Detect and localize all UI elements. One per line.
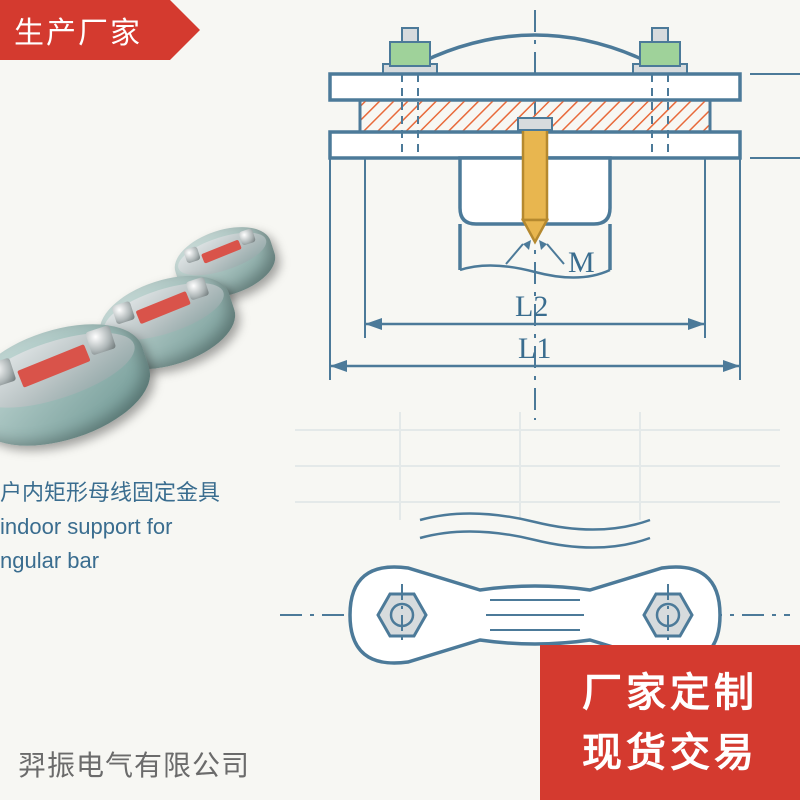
promo-block: 厂家定制 现货交易	[540, 645, 800, 800]
dimension-M: M	[506, 240, 595, 279]
product-photo	[0, 220, 255, 480]
company-name: 羿振电气有限公司	[18, 750, 250, 781]
top-bolt-right	[633, 28, 687, 74]
top-bolt-left	[383, 28, 437, 74]
drawing-front-view: M L2 L1	[330, 10, 800, 420]
label-M: M	[568, 246, 595, 279]
label-L1: L1	[518, 332, 551, 365]
company-watermark: 羿振电气有限公司	[18, 744, 250, 784]
product-caption: 户内矩形母线固定金具 indoor support for ngular bar	[0, 476, 220, 578]
promo-line-2: 现货交易	[582, 723, 758, 783]
caption-line-2: indoor support for	[0, 510, 220, 544]
label-L2: L2	[515, 290, 548, 323]
caption-line-1: 户内矩形母线固定金具	[0, 476, 220, 510]
drawing-top-view	[280, 513, 790, 663]
promo-line-1: 厂家定制	[582, 663, 758, 723]
ribbon-manufacturer: 生产厂家	[0, 0, 170, 60]
faint-table-ghost	[295, 412, 780, 520]
caption-line-3: ngular bar	[0, 544, 220, 578]
ribbon-text: 生产厂家	[14, 8, 142, 52]
